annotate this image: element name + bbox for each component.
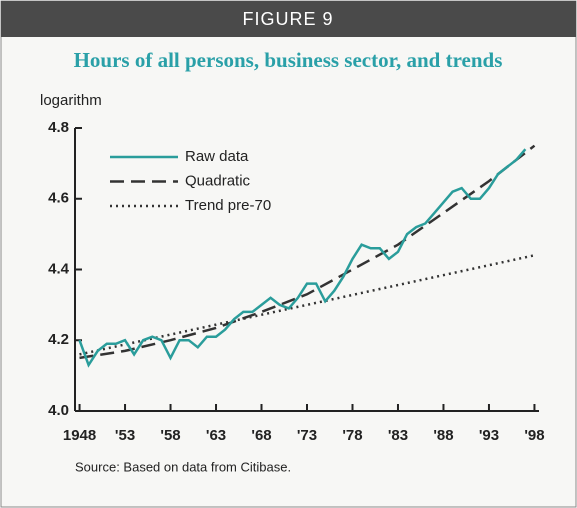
x-tick-label: '88 [433, 427, 453, 444]
legend-label: Trend pre-70 [185, 197, 271, 214]
x-tick-label: '73 [297, 427, 317, 444]
x-tick-label: '93 [479, 427, 499, 444]
header-bar [1, 1, 576, 37]
source: Source: Based on data from Citibase. [75, 459, 291, 474]
series-line [79, 144, 536, 360]
y-tick-label: 4.4 [48, 260, 70, 277]
series-line [78, 148, 527, 368]
x-tick-label: '58 [160, 427, 180, 444]
y-tick-label: 4.2 [48, 331, 69, 348]
x-tick-label: '78 [342, 427, 362, 444]
y-tick-label: 4.8 [48, 119, 69, 136]
y-tick-label: 4.6 [48, 190, 69, 207]
x-tick-label: 1948 [63, 427, 96, 444]
y-tick-label: 4.0 [48, 402, 69, 419]
header: FIGURE 9 [242, 9, 333, 29]
x-tick-label: '68 [251, 427, 271, 444]
x-tick-label: '83 [388, 427, 408, 444]
legend-label: Raw data [185, 148, 249, 165]
legend-label: Quadratic [185, 172, 251, 189]
x-tick-label: '98 [524, 427, 544, 444]
x-tick-label: '63 [206, 427, 226, 444]
x-tick-label: '53 [115, 427, 135, 444]
chart-title: Hours of all persons, business sector, a… [74, 48, 503, 72]
y-axis-label: logarithm [40, 92, 102, 109]
